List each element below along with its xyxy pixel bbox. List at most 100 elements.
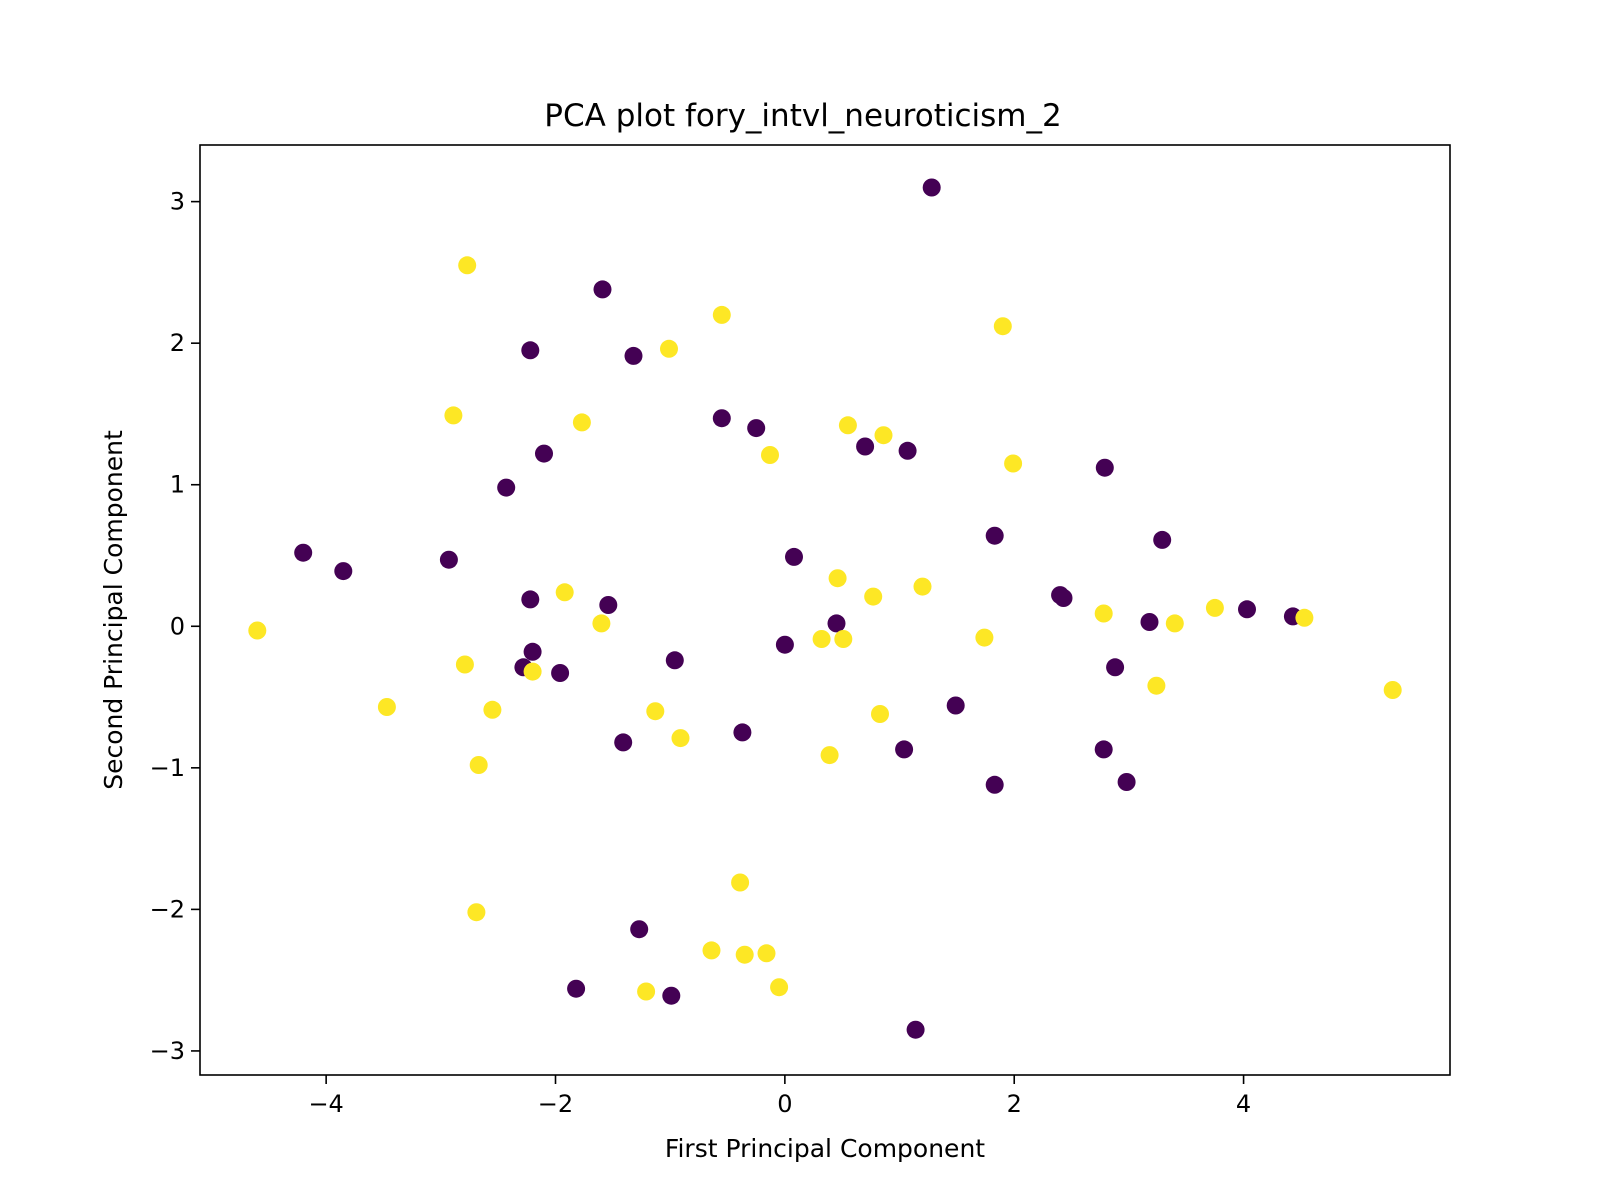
scatter-point-35: [1106, 658, 1125, 677]
scatter-point-73: [913, 577, 932, 596]
scatter-point-1: [334, 562, 353, 581]
scatter-point-74: [975, 628, 994, 647]
scatter-point-72: [874, 426, 893, 445]
scatter-point-48: [469, 756, 488, 774]
scatter-point-2: [439, 550, 458, 569]
scatter-point-7: [523, 642, 542, 661]
scatter-point-3: [497, 478, 516, 497]
scatter-point-9: [551, 664, 570, 682]
scatter-point-59: [712, 305, 731, 324]
scatter-point-15: [630, 920, 649, 939]
plot-frame: [199, 144, 1451, 1076]
scatter-point-82: [1383, 681, 1402, 699]
scatter-point-24: [856, 437, 875, 456]
y-tick-label: 0: [170, 612, 185, 640]
scatter-point-68: [834, 630, 853, 648]
scatter-point-64: [770, 978, 789, 997]
scatter-point-29: [906, 1020, 925, 1039]
y-tick-label: 1: [170, 471, 185, 499]
scatter-point-39: [1153, 530, 1172, 549]
scatter-point-54: [646, 702, 665, 721]
scatter-point-70: [864, 587, 883, 606]
scatter-point-23: [827, 614, 846, 633]
scatter-point-49: [467, 903, 486, 922]
scatter-point-79: [1165, 614, 1184, 633]
x-tick-label: 0: [777, 1090, 792, 1118]
scatter-point-80: [1205, 598, 1224, 617]
scatter-point-40: [1238, 600, 1256, 619]
scatter-point-52: [572, 413, 591, 432]
scatter-point-17: [662, 986, 681, 1005]
scatter-point-13: [614, 733, 633, 752]
scatter-point-5: [535, 444, 553, 463]
scatter-point-77: [1094, 604, 1113, 623]
chart-title: PCA plot fory_intvl_neuroticism_2: [544, 98, 1061, 134]
y-tick-label: −3: [150, 1037, 185, 1065]
scatter-point-78: [1147, 676, 1166, 695]
scatter-point-76: [1004, 454, 1023, 473]
y-tick-label: −1: [150, 754, 185, 782]
scatter-point-25: [898, 441, 917, 460]
scatter-point-16: [567, 979, 586, 998]
y-tick-label: 3: [170, 188, 185, 216]
scatter-point-37: [1117, 773, 1136, 791]
scatter-point-67: [828, 569, 847, 588]
scatter-point-4: [521, 341, 540, 360]
scatter-point-43: [377, 698, 396, 716]
y-axis-label: Second Principal Component: [99, 430, 128, 790]
y-tick-label: 2: [170, 329, 185, 357]
scatter-point-46: [455, 655, 474, 674]
scatter-point-51: [555, 583, 574, 602]
x-tick-label: 4: [1236, 1090, 1251, 1118]
scatter-point-56: [671, 729, 690, 748]
scatter-point-0: [294, 543, 313, 562]
scatter-point-6: [521, 590, 540, 609]
scatter-point-61: [735, 945, 754, 964]
scatter-point-62: [757, 944, 776, 963]
scatter-point-60: [731, 873, 750, 892]
scatter-point-21: [775, 635, 794, 654]
x-tick-label: −4: [308, 1090, 343, 1118]
scatter-point-36: [1094, 740, 1113, 759]
y-axis-ticks: −3 −2 −1 0 1 2 3: [150, 188, 200, 1065]
scatter-point-63: [761, 446, 779, 464]
scatter-point-69: [838, 416, 857, 435]
plot-area: [199, 144, 1451, 1076]
scatter-point-11: [599, 596, 618, 614]
scatter-point-47: [483, 700, 502, 719]
scatter-point-65: [812, 630, 831, 648]
x-tick-label: 2: [1007, 1090, 1022, 1118]
scatter-point-42: [248, 621, 267, 640]
scatter-point-34: [1095, 458, 1114, 477]
points-layer: [248, 178, 1402, 1039]
scatter-point-58: [702, 941, 721, 960]
scatter-point-45: [444, 406, 463, 425]
scatter-point-55: [660, 339, 678, 358]
scatter-point-22: [733, 723, 752, 742]
y-tick-label: −2: [150, 895, 185, 923]
x-axis-label: First Principal Component: [665, 1134, 985, 1163]
x-axis-ticks: −4 −2 0 2 4: [308, 1075, 1251, 1118]
scatter-point-18: [712, 409, 731, 428]
scatter-point-12: [624, 346, 643, 365]
scatter-point-81: [1295, 608, 1314, 627]
scatter-point-38: [1140, 613, 1159, 631]
scatter-point-33: [1054, 589, 1073, 607]
scatter-point-26: [922, 178, 941, 197]
scatter-point-50: [523, 662, 542, 681]
scatter-point-10: [593, 280, 612, 299]
x-tick-label: −2: [538, 1090, 573, 1118]
scatter-point-27: [895, 740, 914, 759]
scatter-point-28: [946, 696, 965, 715]
scatter-point-75: [993, 317, 1012, 336]
scatter-point-71: [871, 705, 889, 723]
scatter-point-53: [592, 614, 611, 633]
scatter-point-57: [637, 982, 656, 1001]
scatter-point-19: [747, 419, 766, 438]
scatter-point-31: [985, 775, 1004, 794]
scatter-point-44: [458, 256, 477, 275]
scatter-point-66: [820, 746, 839, 765]
scatter-point-20: [785, 547, 803, 566]
scatter-point-14: [665, 651, 684, 670]
